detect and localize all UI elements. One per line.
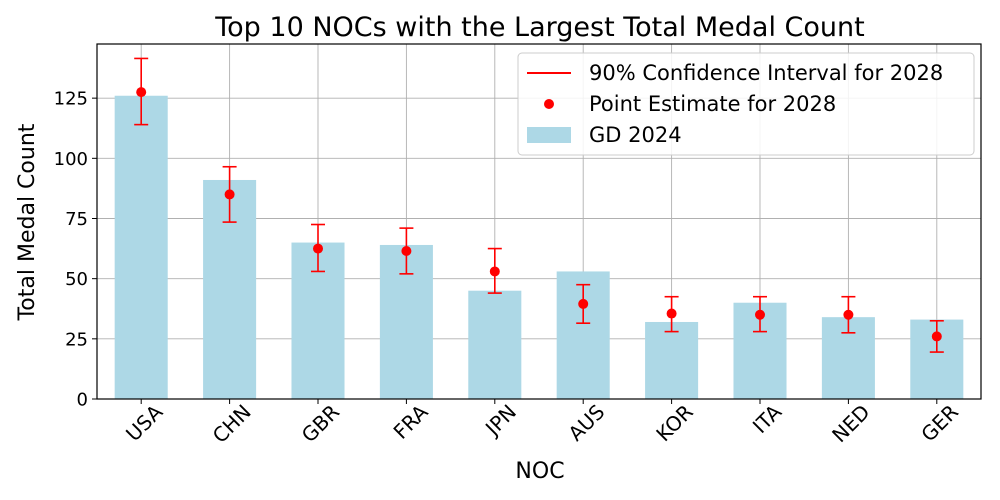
y-tick-label: 75 (65, 209, 88, 230)
x-tick-label: USA (121, 400, 167, 446)
x-tick-label: NED (827, 400, 874, 447)
y-axis-label: Total Medal Count (15, 123, 40, 321)
bars (114, 95, 964, 400)
x-tick-label: KOR (651, 400, 698, 447)
y-tick-label: 25 (65, 329, 88, 350)
bar (468, 290, 522, 399)
x-axis-ticks: USA CHN GBR FRA JPN AUS KOR ITA NED GER (121, 399, 963, 448)
x-tick-label: FRA (389, 400, 433, 444)
x-tick-label: AUS (563, 400, 609, 446)
legend: 90% Confidence Interval for 2028 Point E… (517, 52, 975, 156)
y-tick-label: 125 (54, 89, 88, 110)
chart-title: Top 10 NOCs with the Largest Total Medal… (214, 12, 865, 43)
point-estimate (578, 298, 589, 309)
point-estimate (755, 309, 765, 320)
x-tick-label: CHN (208, 400, 256, 448)
legend-bar-label: GD 2024 (589, 123, 682, 147)
point-estimate (401, 245, 412, 256)
point-estimate (136, 87, 147, 98)
point-estimate (931, 331, 942, 342)
legend-bar-swatch (527, 127, 571, 143)
legend-ci-label: 90% Confidence Interval for 2028 (589, 61, 943, 85)
x-tick-label: GBR (297, 400, 345, 448)
y-tick-label: 50 (65, 269, 88, 290)
point-estimate (489, 266, 500, 277)
legend-point-swatch (544, 99, 554, 109)
point-estimate (313, 243, 323, 254)
legend-point-label: Point Estimate for 2028 (589, 92, 836, 116)
bar (645, 321, 699, 399)
y-axis-ticks: 0 25 50 75 100 125 (54, 89, 97, 411)
x-tick-label: JPN (479, 400, 521, 442)
x-tick-label: ITA (748, 400, 787, 439)
x-tick-label: GER (916, 400, 963, 447)
point-estimates (136, 87, 942, 342)
plot-frame (96, 43, 982, 400)
legend-box (517, 52, 975, 156)
point-estimate (224, 189, 235, 200)
point-estimate (666, 308, 677, 319)
x-axis-label: NOC (515, 459, 564, 484)
bar (114, 95, 168, 400)
y-tick-label: 0 (77, 390, 88, 411)
point-estimate (843, 309, 854, 320)
y-tick-label: 100 (54, 149, 88, 170)
